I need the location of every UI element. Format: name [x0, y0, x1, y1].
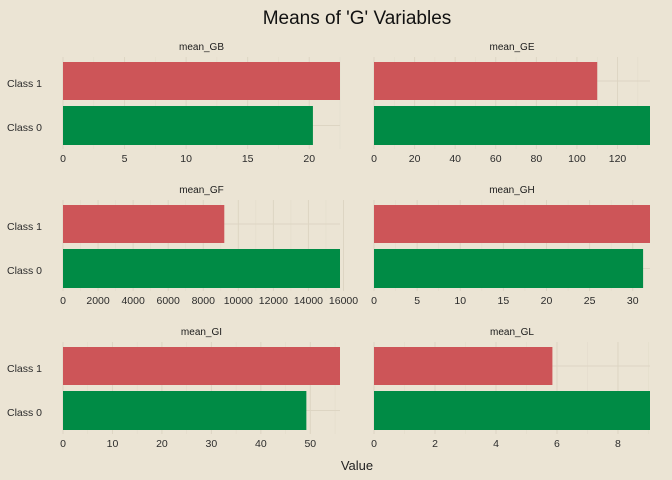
- bar-mean_GL-class-0: [374, 391, 650, 430]
- x-tick-label: 15: [242, 153, 254, 165]
- x-tick-label: 0: [371, 295, 377, 307]
- x-tick-label: 0: [60, 295, 66, 307]
- panel-mean_GE: mean_GE 0 20 40 60 80 100 120: [371, 42, 650, 165]
- bar-mean_GB-class-1: [63, 62, 340, 100]
- bar-mean_GB-class-0: [63, 106, 313, 145]
- x-tick-label: 30: [206, 438, 218, 450]
- panel-title: mean_GI: [181, 327, 222, 338]
- x-tick-label: 40: [255, 438, 267, 450]
- x-tick-label: 4: [493, 438, 499, 450]
- x-tick-label: 2000: [86, 295, 110, 307]
- x-tick-label: 30: [627, 295, 639, 307]
- x-tick-label: 20: [409, 153, 421, 165]
- x-tick-label: 5: [122, 153, 128, 165]
- bar-mean_GF-class-1: [63, 205, 225, 243]
- x-tick-label: 0: [371, 153, 377, 165]
- x-tick-label: 6000: [157, 295, 181, 307]
- x-tick-label: 20: [156, 438, 168, 450]
- x-tick-label: 120: [609, 153, 627, 165]
- bar-mean_GE-class-0: [374, 106, 650, 145]
- x-tick-label: 8: [615, 438, 621, 450]
- panel-mean_GF: mean_GF 0 2000 4000 6000 8000 10000 12000 14000 1…: [7, 185, 358, 307]
- x-tick-label: 5: [414, 295, 420, 307]
- x-tick-label: 50: [304, 438, 316, 450]
- bar-mean_GF-class-0: [63, 249, 340, 288]
- panel-title: mean_GL: [490, 327, 534, 338]
- x-axis-label: Value: [341, 458, 373, 473]
- x-tick-label: 20: [541, 295, 553, 307]
- x-tick-label: 10: [454, 295, 466, 307]
- x-tick-label: 4000: [121, 295, 145, 307]
- x-tick-label: 0: [371, 438, 377, 450]
- panel-title: mean_GF: [179, 185, 223, 196]
- y-category-label: Class 0: [7, 265, 42, 277]
- panel-mean_GB: mean_GB 0 5 10 15 20 Class 1 Class 0: [7, 42, 341, 165]
- panel-title: mean_GH: [489, 185, 535, 196]
- x-tick-label: 10: [180, 153, 192, 165]
- bar-mean_GH-class-1: [374, 205, 650, 243]
- x-tick-label: 10: [107, 438, 119, 450]
- panel-mean_GI: mean_GI 0 10 20 30 40 50 Class 1 Class 0: [7, 327, 340, 450]
- y-category-label: Class 1: [7, 78, 42, 90]
- bar-mean_GH-class-0: [374, 249, 644, 288]
- bar-mean_GI-class-1: [63, 347, 340, 385]
- x-tick-label: 20: [303, 153, 315, 165]
- bar-mean_GL-class-1: [374, 347, 553, 385]
- x-tick-label: 15: [498, 295, 510, 307]
- chart-title: Means of 'G' Variables: [263, 8, 452, 29]
- y-category-label: Class 0: [7, 122, 42, 134]
- x-tick-label: 2: [432, 438, 438, 450]
- x-tick-label: 6: [554, 438, 560, 450]
- bar-mean_GI-class-0: [63, 391, 307, 430]
- panel-mean_GH: mean_GH 0 5 10 15 20 25 30: [371, 185, 650, 307]
- y-category-label: Class 1: [7, 363, 42, 375]
- x-tick-label: 40: [449, 153, 461, 165]
- panel-mean_GL: mean_GL 0 2 4 6 8: [371, 327, 650, 450]
- x-tick-label: 16000: [329, 295, 358, 307]
- x-tick-label: 25: [584, 295, 596, 307]
- panel-title: mean_GB: [179, 42, 224, 53]
- panel-title: mean_GE: [489, 42, 534, 53]
- x-tick-label: 100: [568, 153, 586, 165]
- x-tick-label: 14000: [294, 295, 323, 307]
- x-tick-label: 0: [60, 438, 66, 450]
- y-category-label: Class 1: [7, 221, 42, 233]
- x-tick-label: 60: [490, 153, 502, 165]
- x-tick-label: 12000: [259, 295, 288, 307]
- x-tick-label: 80: [531, 153, 543, 165]
- y-category-label: Class 0: [7, 407, 42, 419]
- x-tick-label: 10000: [224, 295, 253, 307]
- bar-mean_GE-class-1: [374, 62, 598, 100]
- x-tick-label: 0: [60, 153, 66, 165]
- x-tick-label: 8000: [192, 295, 216, 307]
